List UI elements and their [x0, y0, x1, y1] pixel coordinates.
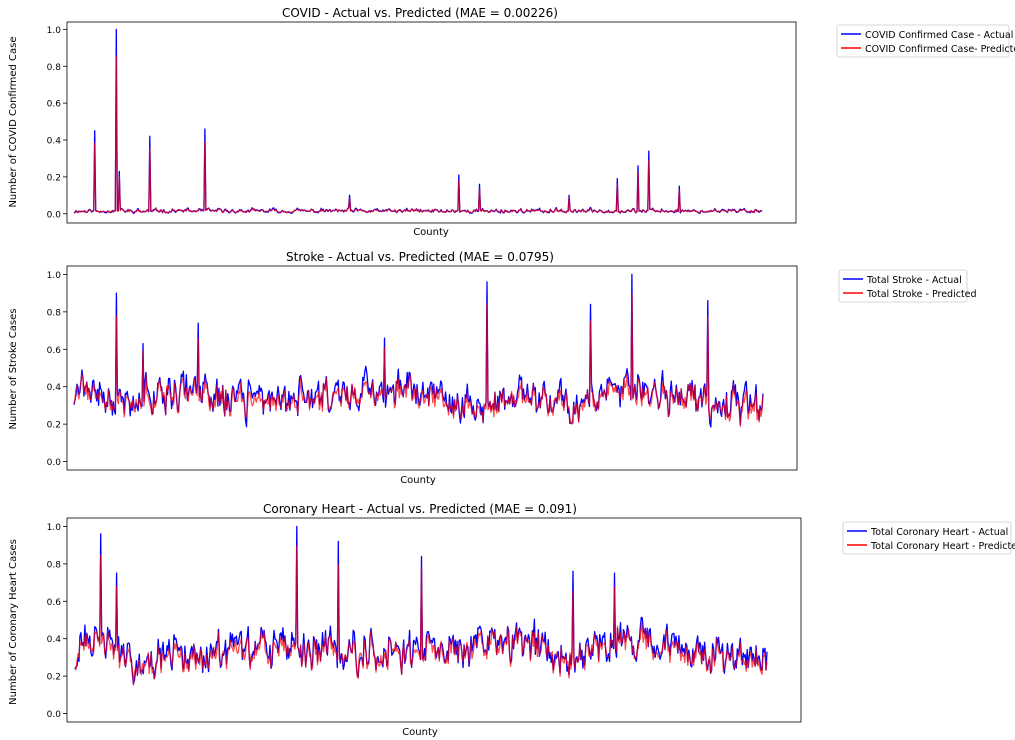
- coronary-legend-actual-label: Total Coronary Heart - Actual: [870, 527, 1008, 538]
- stroke-x-axis-label: County: [400, 475, 436, 486]
- coronary-plot-frame: [66, 517, 802, 723]
- stroke-y-axis: 0.0 0.2 0.4 0.6 0.8 1.0: [47, 271, 67, 468]
- stroke-legend-predicted-label: Total Stroke - Predicted: [866, 289, 977, 300]
- stroke-y-axis-label: Number of Stroke Cases: [8, 309, 19, 430]
- stroke-y-tick-label: 0.6: [47, 346, 62, 356]
- covid-predicted-line: [73, 55, 763, 214]
- covid-chart: COVID - Actual vs. Predicted (MAE = 0.00…: [8, 6, 1015, 238]
- covid-series-lines: [73, 28, 763, 215]
- coronary-y-tick-label: 0.6: [47, 598, 62, 608]
- stroke-legend: Total Stroke - Actual Total Stroke - Pre…: [838, 269, 977, 303]
- coronary-legend-box: [842, 521, 1012, 555]
- coronary-y-axis-label: Number of Coronary Heart Cases: [8, 539, 19, 705]
- covid-y-axis-label: Number of COVID Confirmed Case: [8, 36, 19, 207]
- coronary-y-tick-label: 0.4: [47, 635, 62, 645]
- stroke-y-tick-label: 0.2: [47, 421, 61, 431]
- covid-y-tick-label: 0.6: [47, 100, 62, 110]
- covid-legend-predicted-label: COVID Confirmed Case- Predicted: [865, 44, 1015, 55]
- stroke-plot-frame: [66, 265, 798, 471]
- stroke-chart: Stroke - Actual vs. Predicted (MAE = 0.0…: [8, 250, 977, 486]
- coronary-legend: Total Coronary Heart - Actual Total Coro…: [842, 521, 1015, 555]
- stroke-chart-title: Stroke - Actual vs. Predicted (MAE = 0.0…: [286, 250, 554, 264]
- coronary-y-tick-label: 1.0: [47, 523, 62, 533]
- covid-legend-box: [836, 24, 1010, 58]
- coronary-y-axis: 0.0 0.2 0.4 0.6 0.8 1.0: [47, 523, 67, 720]
- covid-y-tick-label: 0.4: [47, 137, 62, 147]
- covid-y-tick-label: 1.0: [47, 26, 62, 36]
- coronary-chart-title: Coronary Heart - Actual vs. Predicted (M…: [263, 502, 577, 516]
- covid-y-axis: 0.0 0.2 0.4 0.6 0.8 1.0: [47, 26, 67, 220]
- stroke-y-tick-label: 0.4: [47, 383, 62, 393]
- coronary-legend-predicted-label: Total Coronary Heart - Predicted: [870, 541, 1015, 552]
- stroke-predicted-line: [73, 293, 764, 427]
- covid-chart-title: COVID - Actual vs. Predicted (MAE = 0.00…: [282, 6, 558, 20]
- covid-plot-frame: [66, 21, 797, 224]
- stroke-legend-actual-label: Total Stroke - Actual: [866, 275, 962, 286]
- coronary-chart: Coronary Heart - Actual vs. Predicted (M…: [8, 502, 1015, 738]
- stroke-y-tick-label: 1.0: [47, 271, 62, 281]
- stroke-legend-box: [838, 269, 968, 303]
- covid-y-tick-label: 0.8: [47, 63, 62, 73]
- coronary-predicted-line: [74, 545, 768, 686]
- coronary-y-tick-label: 0.0: [47, 710, 62, 720]
- covid-legend-actual-label: COVID Confirmed Case - Actual: [865, 30, 1013, 41]
- coronary-y-tick-label: 0.8: [47, 560, 62, 570]
- stroke-series-lines: [73, 273, 764, 428]
- coronary-y-tick-label: 0.2: [47, 673, 61, 683]
- stroke-y-tick-label: 0.0: [47, 458, 62, 468]
- covid-y-tick-label: 0.0: [47, 210, 62, 220]
- stroke-y-tick-label: 0.8: [47, 308, 62, 318]
- coronary-series-lines: [74, 525, 768, 686]
- covid-x-axis-label: County: [413, 227, 449, 238]
- covid-y-tick-label: 0.2: [47, 173, 61, 183]
- coronary-x-axis-label: County: [402, 727, 438, 738]
- covid-legend: COVID Confirmed Case - Actual COVID Conf…: [836, 24, 1015, 58]
